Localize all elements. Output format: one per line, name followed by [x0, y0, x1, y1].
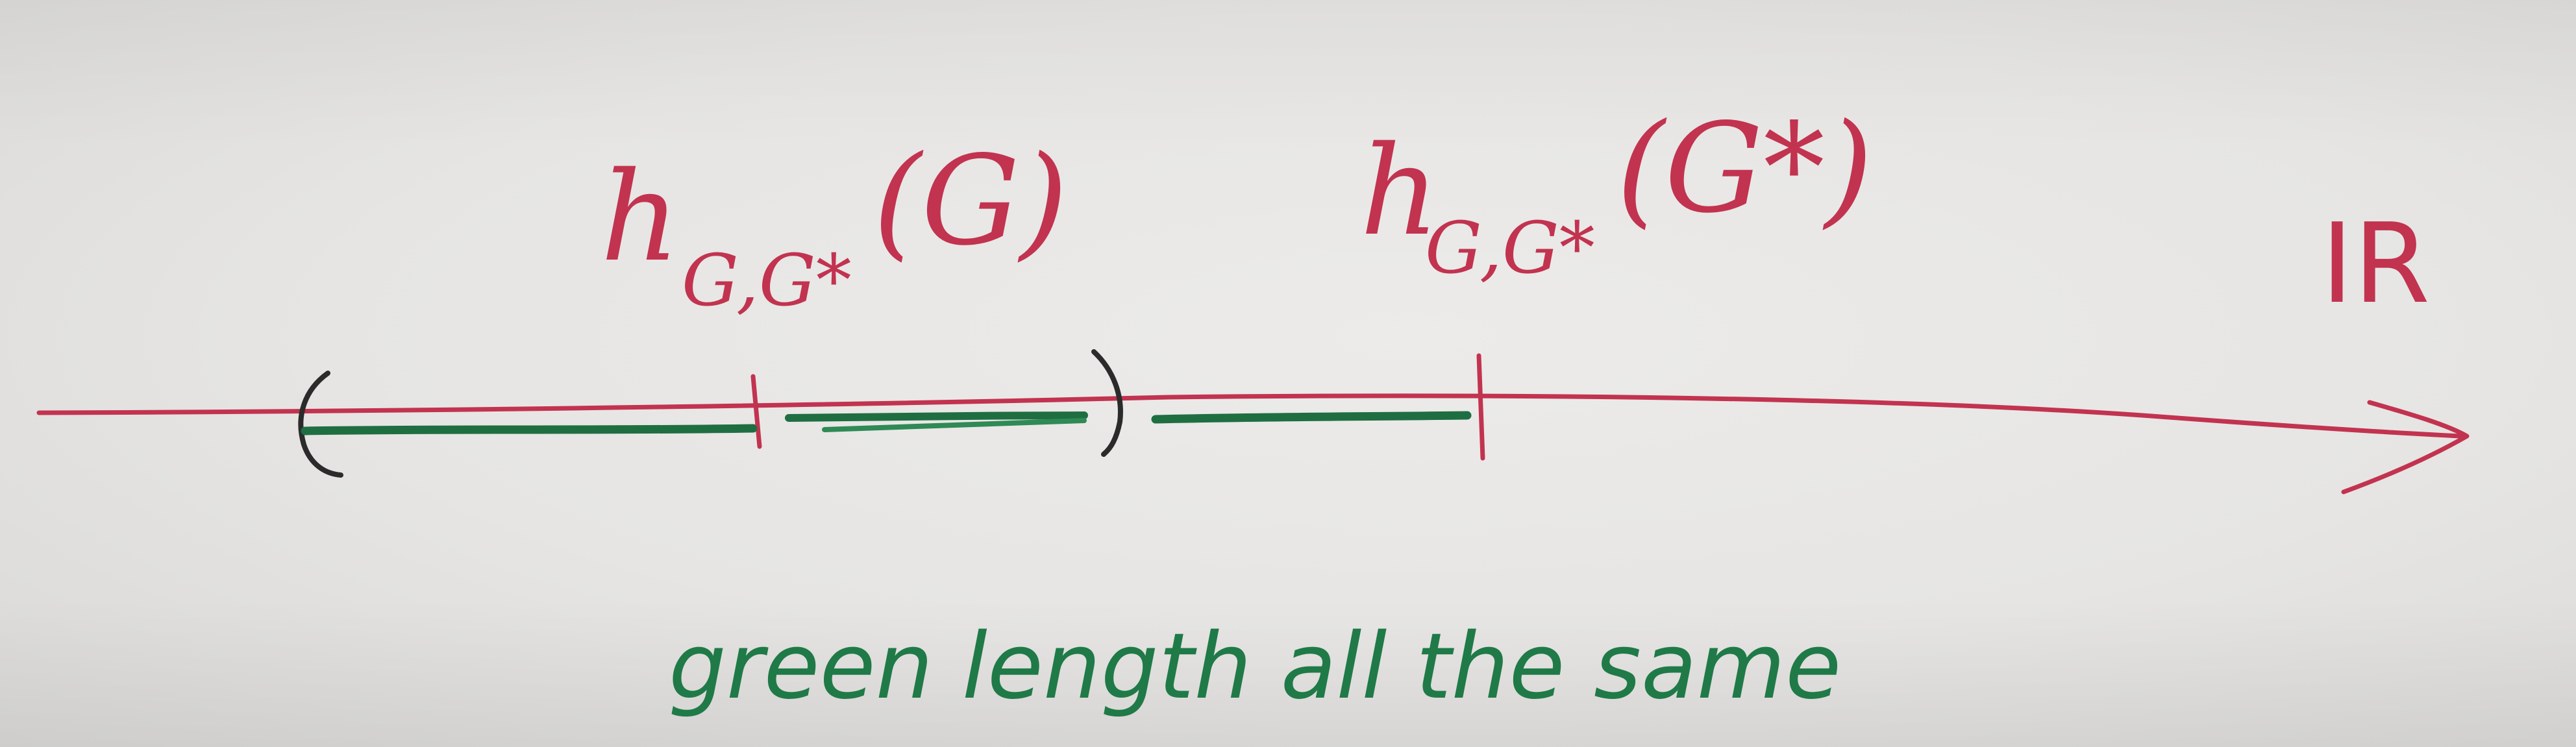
label-h-of-G-argument: (G): [873, 129, 1068, 273]
green-segment-2b: [822, 418, 1087, 432]
tick-mark-h-of-G: [750, 374, 762, 449]
label-h-of-G: h G,G* (G): [601, 129, 1068, 322]
right-open-bracket: [1091, 349, 1123, 457]
label-h-of-G-star-argument: (G*): [1616, 97, 1873, 240]
real-number-line: [36, 393, 2463, 439]
real-numbers-label: IR: [2321, 200, 2430, 328]
note-green-length: green length all the same: [669, 614, 1841, 720]
green-segment-3: [1151, 411, 1472, 424]
label-h-of-G-star-subscript: G,G*: [1425, 206, 1595, 289]
label-h-of-G-star: h G,G* (G*): [1360, 97, 1873, 289]
tick-mark-h-of-G-star: [1476, 353, 1485, 461]
label-h-of-G-base: h: [601, 145, 680, 289]
green-segment-1: [301, 424, 758, 435]
axis-arrowhead: [2341, 400, 2470, 495]
label-h-of-G-subscript: G,G*: [682, 239, 852, 322]
left-open-bracket: [298, 371, 343, 478]
green-segment-2: [785, 411, 1088, 422]
label-h-of-G-star-base: h: [1360, 119, 1439, 263]
